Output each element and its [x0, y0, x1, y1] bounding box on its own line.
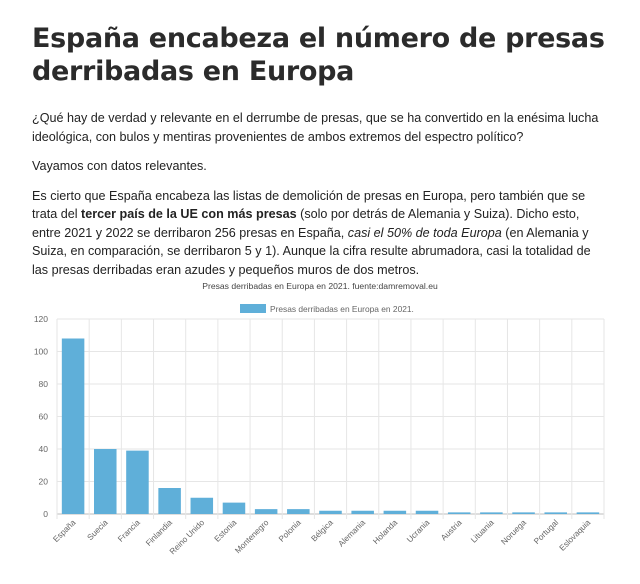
- bar[interactable]: [319, 510, 342, 514]
- x-tick-label: Suecia: [86, 518, 110, 542]
- bar[interactable]: [126, 450, 149, 514]
- bar[interactable]: [287, 509, 310, 514]
- x-tick-label: Holanda: [371, 518, 399, 546]
- y-tick-label: 60: [39, 412, 49, 422]
- x-tick-label: Portugal: [532, 518, 560, 546]
- chart-bars: [61, 338, 600, 515]
- x-tick-label: Austria: [439, 518, 464, 543]
- bar[interactable]: [512, 512, 535, 514]
- y-tick-label: 80: [39, 379, 49, 389]
- x-tick-label: Alemania: [337, 518, 368, 549]
- x-tick-label: Polonia: [277, 518, 303, 544]
- article: España encabeza el número de presas derr…: [32, 22, 608, 279]
- x-tick-label: Finlandia: [144, 518, 174, 548]
- bar[interactable]: [222, 502, 246, 514]
- body-text-3: (en Alemania y Suiza, en comparación, se…: [32, 225, 591, 277]
- chart-title: Presas derribadas en Europa en 2021. fue…: [202, 281, 438, 291]
- x-tick-label: Reino Unido: [168, 518, 207, 557]
- legend-swatch: [240, 304, 266, 313]
- y-tick-label: 0: [43, 509, 48, 519]
- legend-label: Presas derribadas en Europa en 2021.: [270, 304, 414, 314]
- y-tick-label: 40: [39, 444, 49, 454]
- bar-chart: Presas derribadas en Europa en 2021. fue…: [34, 281, 605, 557]
- chart-container: Presas derribadas en Europa en 2021. fue…: [0, 270, 640, 579]
- x-tick-label: Noruega: [499, 518, 528, 547]
- intro-paragraph: ¿Qué hay de verdad y relevante en el der…: [32, 111, 599, 144]
- y-tick-label: 120: [34, 314, 48, 324]
- bar[interactable]: [480, 512, 503, 514]
- body-text-1: Es cierto que España encabeza las listas…: [32, 188, 586, 222]
- bar[interactable]: [447, 512, 471, 514]
- bar[interactable]: [383, 510, 407, 514]
- bar[interactable]: [94, 449, 117, 514]
- bar[interactable]: [61, 338, 85, 515]
- article-title: España encabeza el número de presas derr…: [32, 23, 605, 87]
- y-tick-label: 100: [34, 347, 48, 357]
- x-tick-label: Ucrania: [405, 518, 432, 545]
- body-paragraph: Es cierto que España encabeza las listas…: [32, 187, 608, 280]
- x-tick-label: España: [51, 518, 77, 544]
- bar[interactable]: [190, 497, 214, 514]
- x-tick-label: Lituania: [469, 518, 496, 545]
- x-tick-label: Eslovaquia: [558, 518, 593, 553]
- lead-paragraph: Vayamos con datos relevantes.: [32, 159, 207, 173]
- x-tick-label: Francia: [116, 518, 142, 544]
- x-tick-label: Estonia: [213, 518, 239, 544]
- bar[interactable]: [351, 510, 374, 514]
- body-text-2: (solo por detrás de Alemania y Suiza). D…: [32, 207, 580, 240]
- bar[interactable]: [544, 512, 567, 514]
- chart-legend[interactable]: Presas derribadas en Europa en 2021.: [240, 304, 414, 314]
- y-axis: 0 20 40 60 80 100 120: [34, 314, 48, 519]
- x-tick-label: Montenegro: [233, 518, 271, 556]
- body-italic-text: casi el 50% de toda Europa: [347, 225, 502, 240]
- bar[interactable]: [415, 510, 439, 514]
- bar[interactable]: [158, 488, 181, 514]
- bar[interactable]: [576, 512, 600, 514]
- body-bold-text: tercer país de la UE con más presas: [81, 207, 297, 221]
- x-tick-label: Bélgica: [310, 518, 336, 544]
- y-tick-label: 20: [39, 477, 49, 487]
- bar[interactable]: [254, 509, 278, 514]
